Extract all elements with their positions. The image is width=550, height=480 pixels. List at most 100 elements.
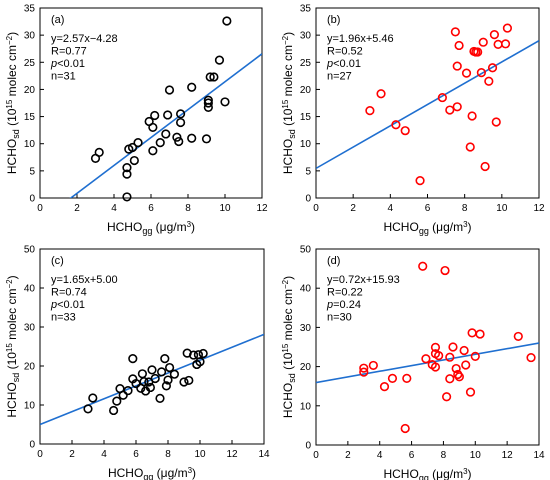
y-tick-label: 30	[24, 31, 36, 42]
x-tick-label: 0	[313, 203, 319, 214]
data-point	[491, 117, 501, 127]
data-point	[150, 373, 160, 384]
data-point	[400, 423, 410, 434]
stat-line: n=33	[51, 312, 76, 324]
data-point	[400, 126, 410, 136]
data-point	[222, 16, 232, 26]
data-point	[193, 350, 203, 360]
panel-label: (c)	[51, 255, 64, 267]
data-point	[442, 392, 452, 402]
x-tick-label: 12	[256, 203, 268, 214]
stat-line: p<0.01	[50, 58, 85, 70]
data-point	[513, 331, 523, 342]
data-point	[480, 161, 490, 172]
x-tick-label: 2	[350, 203, 356, 214]
data-point	[359, 367, 369, 377]
panel-d: 0 2 4 6 8 10 12 14 0 10 20 30 40 50 (d) y=0.72x+15.93R=…	[281, 245, 545, 480]
y-tick-label: 25	[24, 58, 36, 69]
y-tick-label: 30	[24, 323, 36, 334]
data-point	[470, 351, 480, 362]
data-point	[108, 405, 119, 416]
y-tick-label: 15	[300, 112, 312, 123]
data-point	[434, 351, 444, 361]
data-point	[187, 133, 197, 143]
data-point	[122, 192, 132, 202]
data-point	[459, 345, 469, 356]
data-point	[526, 352, 536, 363]
data-point	[376, 89, 386, 99]
data-point	[122, 163, 132, 173]
stat-line: p<0.01	[326, 58, 361, 70]
panel-b: 0 2 4 6 8 10 12 0 5 10 15 20 25 30 35 (b) y=1.96x+5.46R=…	[281, 4, 545, 237]
svg-text:HCHOsd (1015 molec cm−2): HCHOsd (1015 molec cm−2)	[5, 275, 21, 417]
panel-label: (a)	[51, 14, 64, 26]
x-axis-title: HCHOgg (μg/m3)	[383, 220, 471, 236]
x-tick-label: 0	[37, 203, 43, 214]
x-tick-label: 4	[101, 449, 107, 460]
data-point	[155, 138, 165, 148]
y-tick-label: 10	[24, 139, 36, 150]
y-tick-label: 50	[24, 245, 36, 256]
data-point	[421, 354, 431, 364]
data-point	[128, 353, 138, 364]
stat-line: p<0.01	[50, 299, 85, 311]
data-point	[165, 362, 175, 373]
data-point	[418, 261, 428, 271]
stat-line: n=31	[51, 71, 76, 83]
x-tick-label: 12	[226, 449, 238, 460]
data-point	[147, 365, 157, 375]
data-point	[198, 348, 208, 359]
x-tick-label: 4	[377, 450, 383, 461]
x-tick-label: 2	[74, 203, 80, 214]
data-point	[445, 105, 455, 115]
x-tick-label: 6	[133, 449, 139, 460]
stat-line: n=30	[327, 312, 352, 324]
data-point	[169, 369, 179, 379]
data-point	[440, 265, 450, 276]
y-axis-title: HCHOsd (1015 molec cm−2)	[281, 276, 297, 418]
y-tick-label: 20	[24, 85, 36, 96]
y-axis-title: HCHOsd (1015 molec cm−2)	[5, 275, 21, 417]
y-tick-label: 20	[300, 85, 312, 96]
y-axis-title: HCHOsd (1015 molec cm−2)	[281, 32, 297, 174]
data-point	[415, 176, 425, 186]
stat-line: y=0.72x+15.93	[327, 274, 400, 286]
data-point	[461, 68, 472, 78]
data-point	[493, 39, 503, 49]
data-point	[161, 129, 171, 139]
y-tick-label: 10	[24, 401, 36, 412]
panel-label: (b)	[327, 14, 340, 26]
data-point	[137, 369, 147, 379]
data-point	[487, 63, 498, 73]
data-point	[155, 393, 165, 403]
data-point	[484, 76, 494, 86]
data-point	[172, 132, 182, 142]
x-axis-title: HCHOgg (μg/m3)	[383, 467, 471, 480]
y-tick-label: 40	[300, 284, 312, 295]
data-point	[445, 374, 455, 384]
panel-label: (d)	[327, 255, 340, 267]
data-point	[478, 37, 488, 47]
stat-line: R=0.77	[51, 46, 87, 58]
data-point	[391, 120, 401, 130]
svg-text:HCHOsd (1015 molec cm−2): HCHOsd (1015 molec cm−2)	[5, 32, 21, 174]
data-point	[174, 136, 184, 147]
y-axis-title: HCHOsd (1015 molec cm−2)	[5, 32, 21, 174]
x-tick-label: 8	[462, 203, 468, 214]
x-tick-label: 8	[185, 203, 191, 214]
x-tick-label: 0	[37, 449, 43, 460]
data-point	[451, 363, 461, 374]
x-tick-label: 12	[533, 203, 545, 214]
svg-text:HCHOsd (1015 molec cm−2): HCHOsd (1015 molec cm−2)	[281, 32, 297, 174]
stat-line: R=0.74	[51, 287, 87, 299]
y-tick-label: 10	[300, 139, 312, 150]
x-tick-label: 8	[441, 450, 447, 461]
data-point	[129, 155, 139, 166]
y-tick-label: 5	[305, 166, 311, 177]
data-point	[454, 40, 464, 51]
y-tick-label: 30	[300, 323, 312, 334]
y-tick-label: 20	[24, 362, 36, 373]
stat-line: R=0.52	[327, 46, 363, 58]
y-tick-label: 20	[300, 362, 312, 373]
data-point	[430, 342, 441, 352]
